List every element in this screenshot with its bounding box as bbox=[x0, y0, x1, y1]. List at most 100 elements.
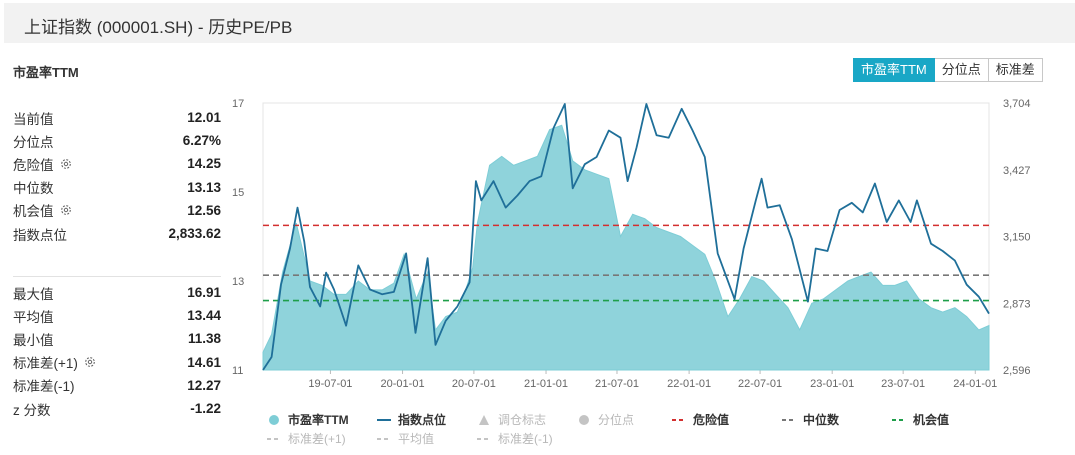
legend-label: 分位点 bbox=[598, 413, 635, 427]
legend-item[interactable]: 平均值 bbox=[376, 430, 434, 447]
stat-row-mean: 平均值 13.44 bbox=[13, 304, 221, 327]
stat-row-min: 最小值 11.38 bbox=[13, 327, 221, 350]
stat-label: 中位数 bbox=[13, 181, 54, 197]
y-right-tick-label: 3,704 bbox=[1003, 98, 1031, 110]
legend-dash-icon bbox=[477, 437, 491, 440]
stats-summary-panel: 最大值 16.91 平均值 13.44 最小值 11.38 标准差(+1) 14.61 … bbox=[13, 281, 221, 420]
x-tick-label: 20-01-01 bbox=[381, 378, 425, 390]
y-left-tick-label: 17 bbox=[232, 98, 244, 110]
stat-label: 标准差(-1) bbox=[13, 379, 75, 395]
legend-item[interactable]: 标准差(+1) bbox=[266, 430, 346, 447]
stat-row-current: 当前值 12.01 bbox=[13, 106, 221, 129]
stat-label: z 分数 bbox=[13, 402, 51, 418]
stat-value: 12.01 bbox=[187, 110, 221, 126]
stat-label: 最小值 bbox=[13, 332, 54, 348]
y-right-tick-label: 3,427 bbox=[1003, 165, 1031, 177]
x-tick-label: 23-07-01 bbox=[881, 378, 925, 390]
legend-triangle-icon bbox=[479, 414, 489, 425]
stats-divider bbox=[13, 276, 221, 277]
legend-dash-icon bbox=[892, 418, 906, 421]
x-tick-label: 20-07-01 bbox=[452, 378, 496, 390]
title-bar: 上证指数 (000001.SH) - 历史PE/PB bbox=[4, 3, 1075, 43]
stat-value: 16.91 bbox=[187, 285, 221, 301]
y-left-tick-label: 15 bbox=[232, 187, 244, 199]
stat-row-percentile: 分位点 6.27% bbox=[13, 129, 221, 152]
tab-pe-ttm[interactable]: 市盈率TTM bbox=[853, 58, 935, 82]
stat-row-max: 最大值 16.91 bbox=[13, 281, 221, 304]
x-tick-label: 23-01-01 bbox=[810, 378, 854, 390]
stat-row-danger: 危险值 14.25 bbox=[13, 152, 221, 175]
x-tick-label: 21-07-01 bbox=[595, 378, 639, 390]
x-tick-label: 24-01-01 bbox=[953, 378, 997, 390]
stat-row-std-plus: 标准差(+1) 14.61 bbox=[13, 351, 221, 374]
stat-label: 平均值 bbox=[13, 309, 54, 325]
x-tick-label: 22-07-01 bbox=[738, 378, 782, 390]
stat-label: 指数点位 bbox=[13, 227, 67, 243]
page-title: 上证指数 (000001.SH) - 历史PE/PB bbox=[24, 18, 293, 37]
legend-label: 标准差(-1) bbox=[498, 432, 553, 446]
x-tick-label: 22-01-01 bbox=[667, 378, 711, 390]
legend-dash-icon bbox=[267, 437, 281, 440]
legend-item[interactable]: 市盈率TTM bbox=[266, 411, 349, 428]
gear-icon[interactable] bbox=[60, 158, 72, 170]
stat-label-wrap: 标准差(+1) bbox=[13, 352, 96, 372]
stat-value: 12.56 bbox=[187, 202, 221, 218]
y-right-tick-label: 2,873 bbox=[1003, 298, 1031, 310]
legend-label: 平均值 bbox=[398, 432, 435, 446]
legend-line-icon bbox=[377, 418, 391, 421]
legend-dot-icon bbox=[579, 414, 589, 425]
stat-row-median: 中位数 13.13 bbox=[13, 176, 221, 199]
legend-label: 调仓标志 bbox=[498, 413, 547, 427]
legend-item[interactable]: 危险值 bbox=[671, 411, 729, 428]
y-left-tick-label: 11 bbox=[232, 365, 243, 377]
stat-label: 危险值 bbox=[13, 157, 54, 173]
legend-item[interactable]: 分位点 bbox=[576, 411, 634, 428]
stat-value: 13.13 bbox=[187, 179, 221, 195]
gear-icon[interactable] bbox=[84, 356, 96, 368]
stat-value: 14.61 bbox=[187, 354, 221, 370]
stat-row-index: 指数点位 2,833.62 bbox=[13, 222, 221, 245]
stat-value: 12.27 bbox=[187, 377, 221, 393]
index-line bbox=[262, 103, 990, 371]
metric-tabs: 市盈率TTM 分位点 标准差 bbox=[853, 58, 1043, 82]
legend-dot-icon bbox=[269, 414, 279, 425]
legend-item[interactable]: 指数点位 bbox=[376, 411, 446, 428]
legend-item[interactable]: 调仓标志 bbox=[476, 411, 546, 428]
stat-label: 标准差(+1) bbox=[13, 356, 78, 372]
legend-label: 中位数 bbox=[803, 413, 840, 427]
legend-label: 标准差(+1) bbox=[288, 432, 346, 446]
pe-ttm-area bbox=[262, 124, 990, 371]
chart-legend: 市盈率TTM 指数点位 调仓标志 分位点 危险值 中位数 机会值标准差(+1) 平均值 标准差(… bbox=[266, 411, 1026, 451]
section-title: 市盈率TTM bbox=[13, 65, 79, 80]
legend-dash-icon bbox=[672, 418, 686, 421]
gear-icon[interactable] bbox=[60, 204, 72, 216]
stats-current-panel: 当前值 12.01 分位点 6.27% 危险值 14.25 中位数 13.13 机会值 1… bbox=[13, 106, 221, 245]
stat-value: 6.27% bbox=[182, 133, 221, 149]
stat-label: 当前值 bbox=[13, 111, 54, 127]
y-left-tick-label: 13 bbox=[232, 276, 244, 288]
pe-history-chart[interactable]: 19-07-01 20-01-01 20-07-01 21-01-01 21-07-01… bbox=[228, 95, 1075, 395]
legend-label: 危险值 bbox=[693, 413, 730, 427]
tab-std-dev[interactable]: 标准差 bbox=[988, 58, 1043, 82]
stat-value: 2,833.62 bbox=[168, 226, 221, 242]
legend-label: 机会值 bbox=[913, 413, 950, 427]
stat-row-zscore: z 分数 -1.22 bbox=[13, 397, 221, 420]
legend-dash-icon bbox=[782, 418, 796, 421]
x-tick-label: 21-01-01 bbox=[524, 378, 568, 390]
x-tick-label: 19-07-01 bbox=[308, 378, 352, 390]
tab-percentile[interactable]: 分位点 bbox=[934, 58, 989, 82]
y-right-tick-label: 3,150 bbox=[1003, 232, 1031, 244]
legend-item[interactable]: 中位数 bbox=[781, 411, 839, 428]
legend-item[interactable]: 机会值 bbox=[891, 411, 949, 428]
legend-label: 指数点位 bbox=[398, 413, 447, 427]
legend-item[interactable]: 标准差(-1) bbox=[476, 430, 553, 447]
stat-label: 分位点 bbox=[13, 134, 54, 150]
stat-row-std-minus: 标准差(-1) 12.27 bbox=[13, 374, 221, 397]
stat-label: 机会值 bbox=[13, 204, 54, 220]
stat-value: 13.44 bbox=[187, 308, 221, 324]
stat-label: 最大值 bbox=[13, 286, 54, 302]
stat-value: 11.38 bbox=[187, 331, 221, 347]
legend-dash-icon bbox=[377, 437, 391, 440]
y-right-tick-label: 2,596 bbox=[1003, 365, 1031, 377]
stat-label-wrap: 危险值 bbox=[13, 154, 72, 174]
